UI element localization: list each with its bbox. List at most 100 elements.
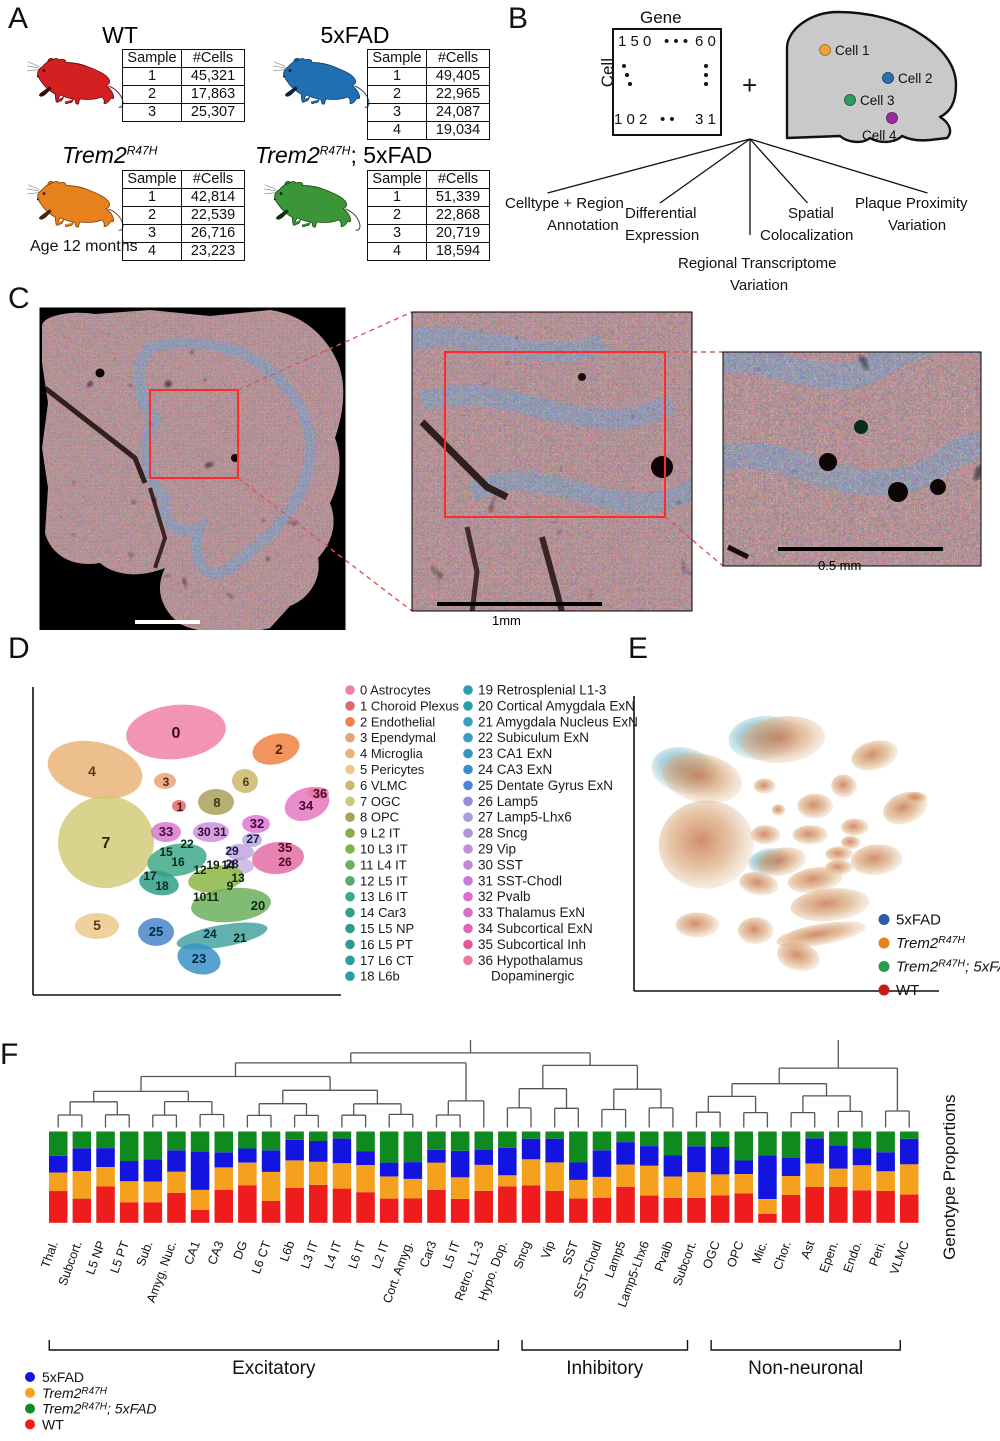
svg-text:Mic.: Mic. (749, 1239, 770, 1265)
svg-text:9 L2 IT: 9 L2 IT (360, 826, 401, 841)
svg-text:WT: WT (42, 1416, 64, 1432)
svg-text:Celltype + Region: Celltype + Region (505, 195, 624, 212)
svg-text:27: 27 (246, 832, 260, 846)
svg-text:L2 IT: L2 IT (369, 1239, 392, 1271)
svg-text:10 L3 IT: 10 L3 IT (360, 842, 408, 857)
svg-text:0.5 mm: 0.5 mm (818, 558, 861, 573)
svg-text:26 Lamp5: 26 Lamp5 (478, 794, 538, 809)
svg-text:Genotype Proportions: Genotype Proportions (940, 1094, 959, 1259)
svg-text:30: 30 (197, 825, 211, 839)
svg-text:24: 24 (203, 927, 217, 941)
svg-text:Thal.: Thal. (38, 1239, 61, 1270)
svg-text:L6b: L6b (277, 1239, 297, 1263)
svg-text:34: 34 (299, 798, 314, 813)
svg-text:VLMC: VLMC (887, 1239, 912, 1276)
svg-text:23: 23 (192, 951, 206, 966)
svg-text:L5 IT: L5 IT (440, 1239, 463, 1271)
svg-text:CA1: CA1 (181, 1239, 202, 1267)
svg-text:25: 25 (149, 924, 163, 939)
svg-text:0: 0 (172, 725, 181, 742)
svg-text:Colocalization: Colocalization (760, 227, 853, 244)
svg-text:Spatial: Spatial (788, 205, 834, 222)
svg-text:Variation: Variation (888, 217, 946, 234)
svg-text:12 L5 IT: 12 L5 IT (360, 873, 408, 888)
svg-text:16: 16 (171, 855, 185, 869)
svg-text:29 Vip: 29 Vip (478, 842, 516, 857)
svg-text:5 Pericytes: 5 Pericytes (360, 762, 425, 777)
svg-text:14 Car3: 14 Car3 (360, 905, 406, 920)
svg-text:Chor.: Chor. (771, 1239, 794, 1272)
svg-text:Expression: Expression (625, 227, 699, 244)
svg-text:Cell 2: Cell 2 (898, 71, 933, 86)
svg-text:Lamp5: Lamp5 (602, 1239, 628, 1280)
svg-text:Dopaminergic: Dopaminergic (491, 968, 575, 983)
svg-text:11 L4 IT: 11 L4 IT (360, 857, 407, 872)
svg-text:5: 5 (93, 917, 101, 933)
svg-text:21 Amygdala Nucleus ExN: 21 Amygdala Nucleus ExN (478, 714, 638, 729)
svg-text:1: 1 (177, 800, 184, 814)
svg-text:Sub.: Sub. (134, 1239, 156, 1268)
svg-text:0 Astrocytes: 0 Astrocytes (360, 683, 431, 698)
svg-text:2 Endothelial: 2 Endothelial (360, 714, 435, 729)
svg-text:1 5 0: 1 5 0 (618, 33, 651, 50)
svg-text:26: 26 (278, 855, 292, 869)
svg-text:Pvalb: Pvalb (652, 1239, 676, 1273)
svg-text:Inhibitory: Inhibitory (566, 1358, 644, 1379)
svg-text:7: 7 (102, 835, 111, 852)
svg-text:L4 IT: L4 IT (322, 1239, 345, 1271)
svg-text:6: 6 (243, 775, 250, 789)
svg-text:3: 3 (163, 775, 170, 789)
svg-text:35: 35 (278, 840, 292, 855)
svg-text:36: 36 (313, 786, 327, 801)
svg-text:L3 IT: L3 IT (298, 1239, 321, 1271)
svg-text:Excitatory: Excitatory (232, 1358, 316, 1379)
svg-text:SST: SST (560, 1239, 582, 1267)
svg-text:Annotation: Annotation (547, 217, 619, 234)
svg-text:28 Sncg: 28 Sncg (478, 826, 528, 841)
svg-text:15 L5 NP: 15 L5 NP (360, 921, 414, 936)
svg-text:3 1: 3 1 (695, 111, 716, 128)
svg-text:29: 29 (225, 844, 239, 858)
svg-text:Ast: Ast (798, 1239, 818, 1261)
svg-text:4: 4 (88, 763, 96, 779)
svg-text:6 VLMC: 6 VLMC (360, 778, 407, 793)
svg-text:34 Subcortical ExN: 34 Subcortical ExN (478, 921, 593, 936)
svg-text:5xFAD: 5xFAD (42, 1369, 84, 1385)
svg-text:L5 PT: L5 PT (107, 1239, 132, 1275)
svg-text:20 Cortical Amygdala ExN: 20 Cortical Amygdala ExN (478, 698, 635, 713)
svg-text:Cell 3: Cell 3 (860, 93, 895, 108)
svg-text:L5 NP: L5 NP (83, 1239, 108, 1276)
svg-text:OPC: OPC (724, 1239, 746, 1269)
svg-text:25 Dentate Gyrus ExN: 25 Dentate Gyrus ExN (478, 778, 613, 793)
svg-text:33 Thalamus ExN: 33 Thalamus ExN (478, 905, 585, 920)
svg-text:2: 2 (275, 741, 283, 757)
svg-text:Car3: Car3 (417, 1239, 439, 1269)
svg-text:DG: DG (231, 1239, 251, 1261)
svg-text:8 OPC: 8 OPC (360, 810, 399, 825)
svg-text:24 CA3 ExN: 24 CA3 ExN (478, 762, 552, 777)
svg-text:18: 18 (155, 879, 169, 893)
svg-text:36 Hypothalamus: 36 Hypothalamus (478, 953, 583, 968)
svg-text:1mm: 1mm (492, 613, 521, 628)
svg-text:CA3: CA3 (205, 1239, 226, 1267)
svg-text:31: 31 (213, 825, 227, 839)
svg-text:L6 CT: L6 CT (249, 1239, 274, 1276)
svg-text:Sncg: Sncg (511, 1239, 534, 1271)
svg-text:27 Lamp5-Lhx6: 27 Lamp5-Lhx6 (478, 810, 572, 825)
svg-text:Epen.: Epen. (817, 1239, 841, 1274)
svg-text:• •: • • (660, 111, 675, 128)
svg-text:Endo.: Endo. (840, 1239, 864, 1274)
svg-text:32 Pvalb: 32 Pvalb (478, 889, 531, 904)
svg-text:8: 8 (213, 795, 220, 810)
svg-text:33: 33 (159, 824, 173, 839)
svg-text:1 0 2: 1 0 2 (614, 111, 647, 128)
svg-text:1 Choroid Plexus: 1 Choroid Plexus (360, 698, 459, 713)
svg-text:18 L6b: 18 L6b (360, 969, 400, 984)
svg-text:L6 IT: L6 IT (346, 1239, 369, 1271)
svg-text:14: 14 (221, 858, 235, 872)
svg-text:Vip: Vip (538, 1239, 557, 1261)
svg-text:6 0: 6 0 (695, 33, 716, 50)
svg-text:Trem2R47H; 5xFAD: Trem2R47H; 5xFAD (42, 1401, 157, 1417)
svg-text:• • •: • • • (664, 33, 688, 50)
svg-text:16 L5 PT: 16 L5 PT (360, 937, 413, 952)
